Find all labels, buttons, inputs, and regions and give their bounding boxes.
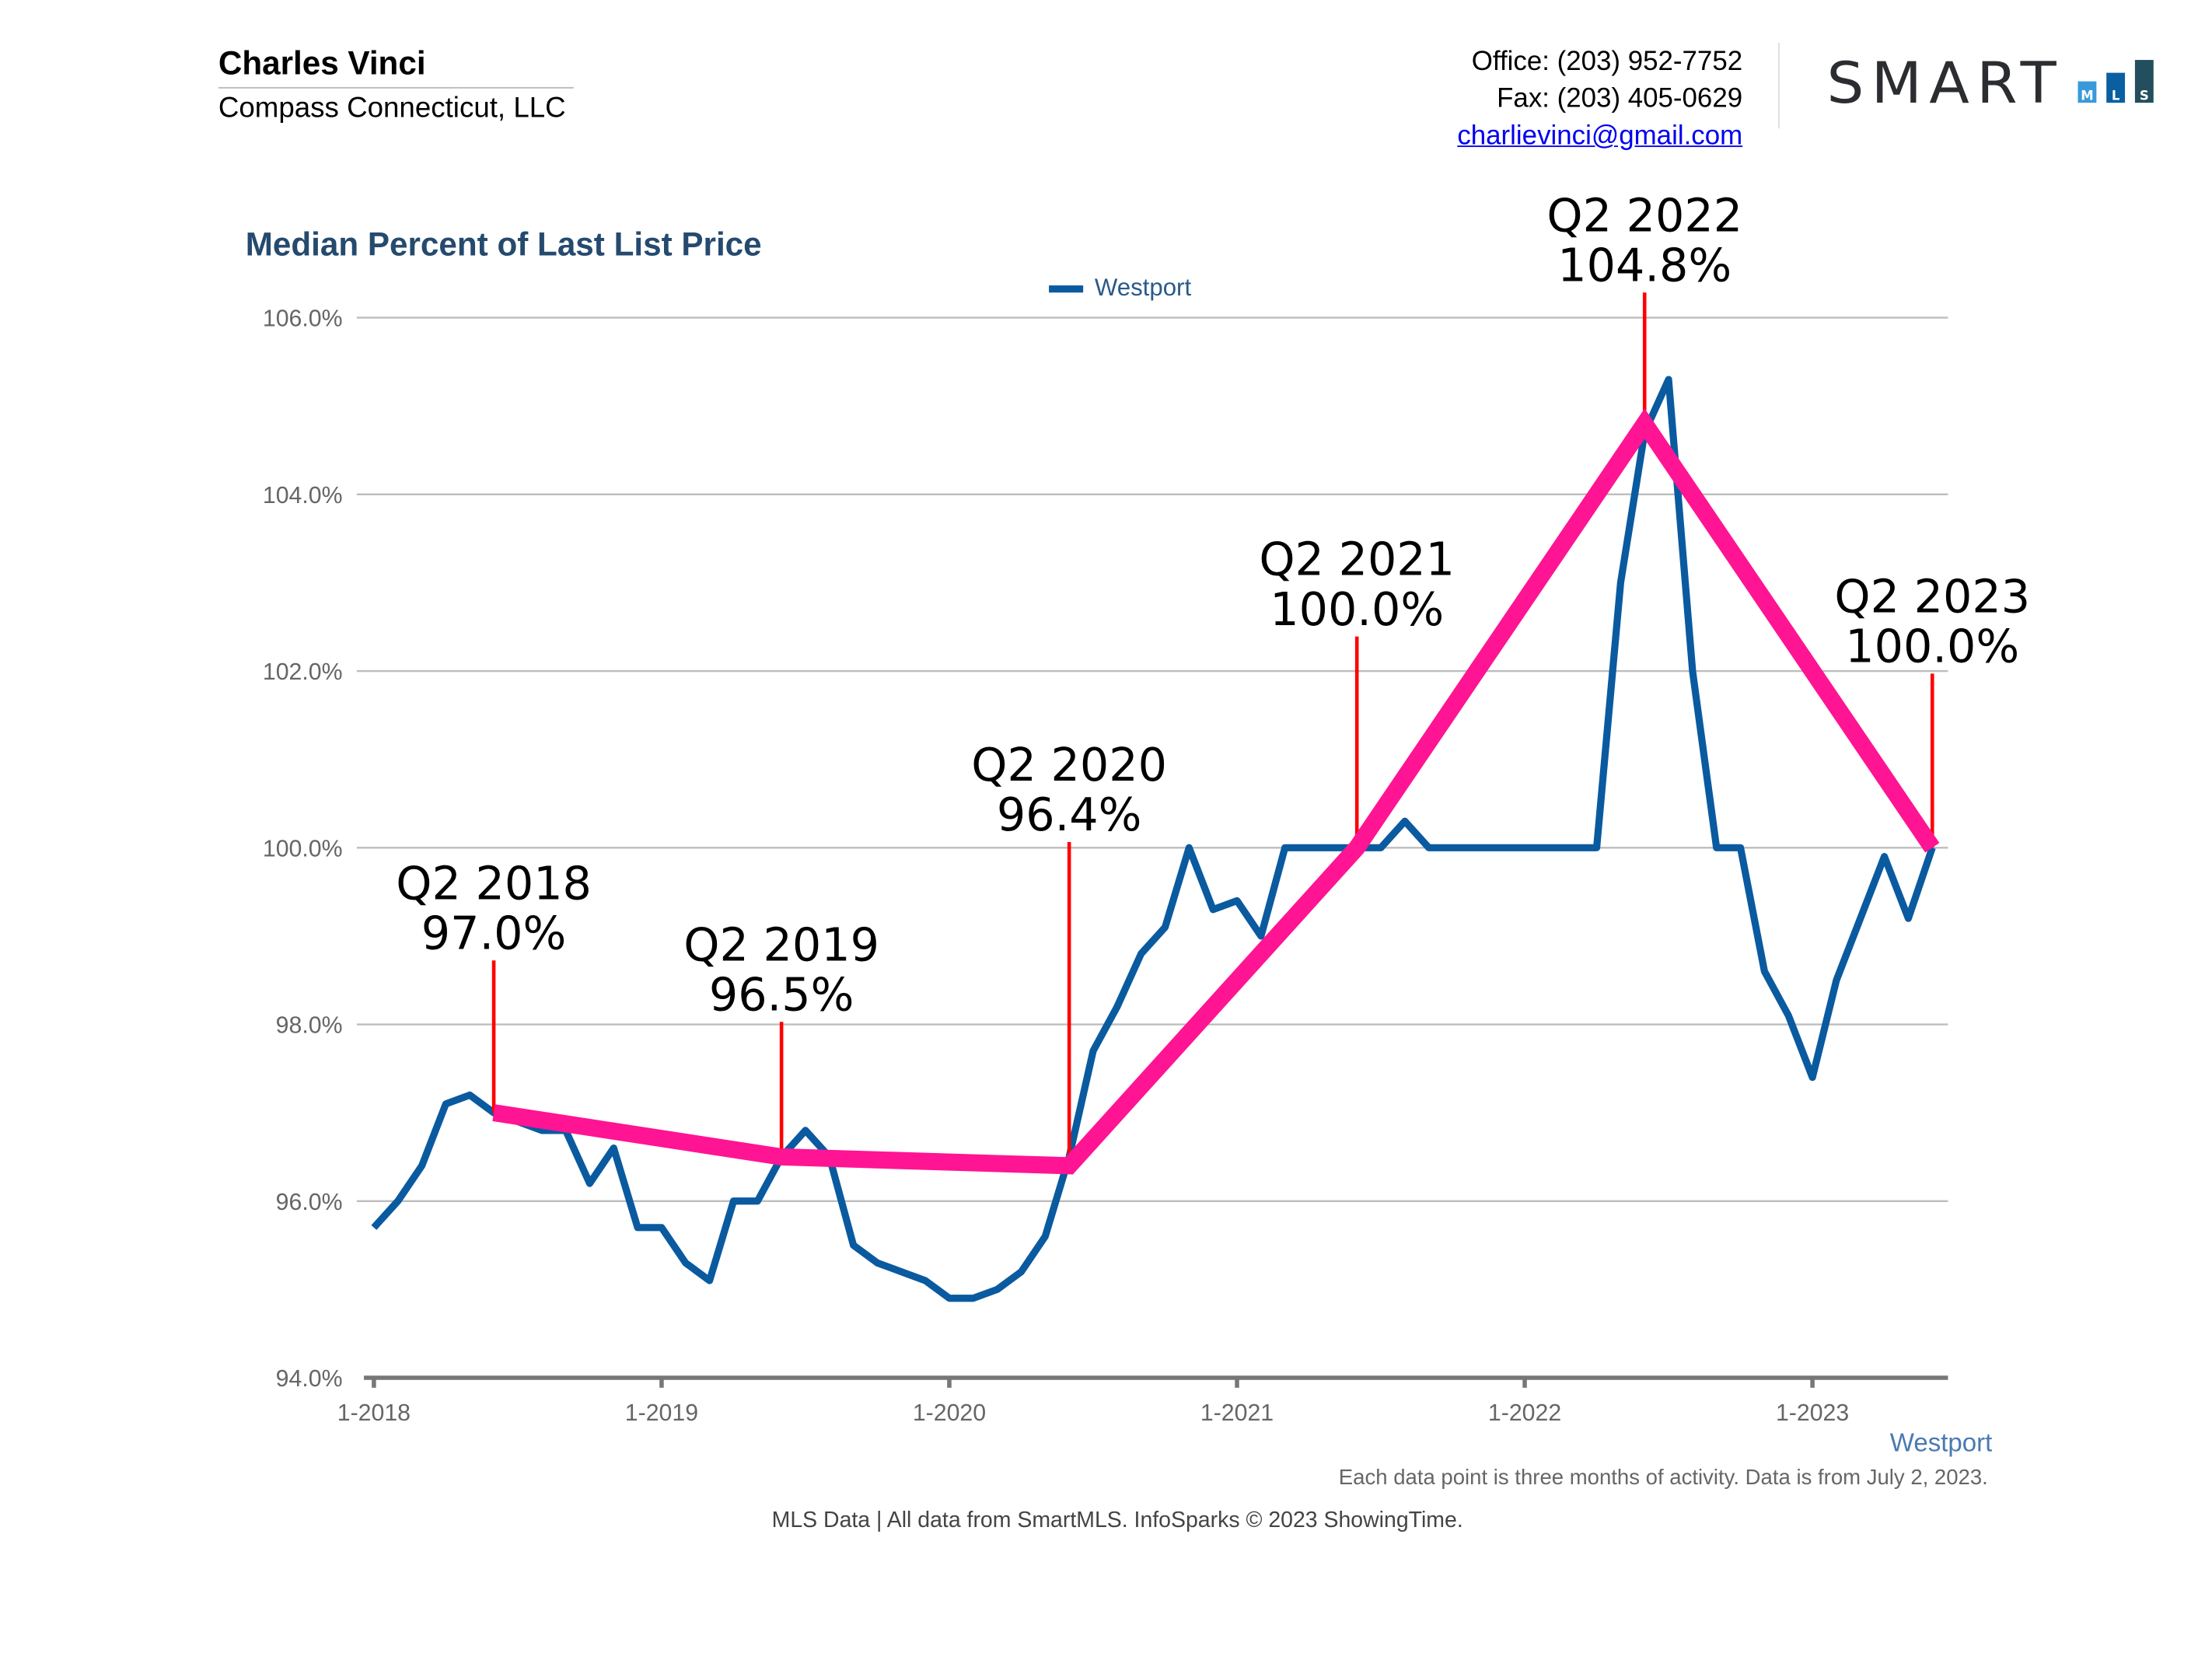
annotation-period: Q2 2021	[1259, 533, 1455, 586]
annotation-value: 96.4%	[997, 788, 1142, 841]
annotation-period: Q2 2018	[396, 856, 592, 910]
x-tick-label: 1-2018	[337, 1400, 411, 1426]
quarterly-trend-line	[494, 424, 1932, 1165]
annotation-period: Q2 2019	[683, 917, 879, 971]
y-tick-label: 96.0%	[276, 1190, 343, 1215]
annotation-period: Q2 2023	[1834, 569, 2030, 623]
x-tick-label: 1-2019	[625, 1400, 698, 1426]
series-footer-label: Westport	[1890, 1428, 1993, 1459]
annotation-value: 100.0%	[1270, 582, 1444, 636]
footer-credit: MLS Data | All data from SmartMLS. InfoS…	[0, 1508, 2212, 1534]
annotation-value: 96.5%	[709, 968, 854, 1022]
y-tick-label: 106.0%	[263, 306, 343, 332]
y-tick-label: 98.0%	[276, 1013, 343, 1039]
x-tick-label: 1-2022	[1488, 1400, 1561, 1426]
y-tick-label: 100.0%	[263, 836, 343, 861]
x-tick-label: 1-2023	[1776, 1400, 1849, 1426]
y-tick-label: 94.0%	[276, 1366, 343, 1392]
annotation-value: 100.0%	[1845, 620, 2019, 673]
annotation-period: Q2 2020	[971, 738, 1167, 792]
x-tick-label: 1-2021	[1200, 1400, 1274, 1426]
y-tick-label: 102.0%	[263, 659, 343, 685]
y-tick-label: 104.0%	[263, 483, 343, 508]
x-tick-label: 1-2020	[913, 1400, 986, 1426]
annotation-value: 104.8%	[1557, 239, 1732, 292]
annotation-period: Q2 2022	[1546, 188, 1742, 242]
data-note: Each data point is three months of activ…	[1339, 1466, 1988, 1490]
annotation-value: 97.0%	[421, 907, 567, 960]
